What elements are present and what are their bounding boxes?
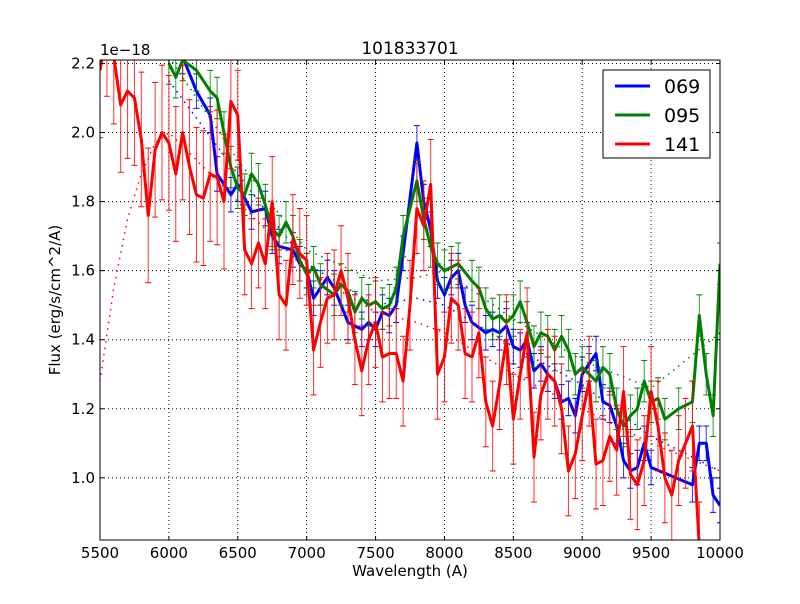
- x-tick-label: 9500: [632, 544, 670, 562]
- legend: 069 095 141: [602, 69, 711, 159]
- x-tick-label: 8000: [425, 544, 463, 562]
- legend-label-141: 141: [664, 134, 700, 156]
- x-tick-label: 7000: [288, 544, 326, 562]
- plot-frame: [99, 59, 721, 541]
- x-tick-label: 8500: [494, 544, 532, 562]
- x-tick-label: 6000: [150, 544, 188, 562]
- y-tick-label: 1.4: [71, 331, 95, 349]
- x-axis-label: Wavelength (A): [352, 562, 468, 580]
- x-tick-label: 6500: [219, 544, 257, 562]
- series-line-141: [100, 60, 701, 540]
- y-tick-label: 2.2: [71, 54, 95, 72]
- y-tick-label: 1.2: [71, 400, 95, 418]
- x-tick-label: 10000: [696, 544, 744, 562]
- x-tick-label: 5500: [81, 544, 119, 562]
- series-line-095: [167, 60, 720, 428]
- series-group: [100, 60, 720, 540]
- series-141: [100, 60, 720, 540]
- x-tick-label: 7500: [356, 544, 394, 562]
- x-tick-label: 9000: [563, 544, 601, 562]
- legend-label-069: 069: [664, 76, 700, 98]
- y-offset-label: 1e−18: [100, 41, 150, 59]
- y-axis-label: Flux (erg/s/cm^2/A): [46, 225, 64, 376]
- y-tick-label: 1.0: [71, 469, 95, 487]
- y-tick-label: 1.8: [71, 193, 95, 211]
- ticks: 5500 6000 6500 7000 7500 8000 8500 9000 9500 1000…: [71, 54, 744, 562]
- y-tick-label: 1.6: [71, 262, 95, 280]
- y-tick-label: 2.0: [71, 124, 95, 142]
- legend-label-095: 095: [664, 105, 700, 127]
- chart-title: 101833701: [361, 39, 458, 59]
